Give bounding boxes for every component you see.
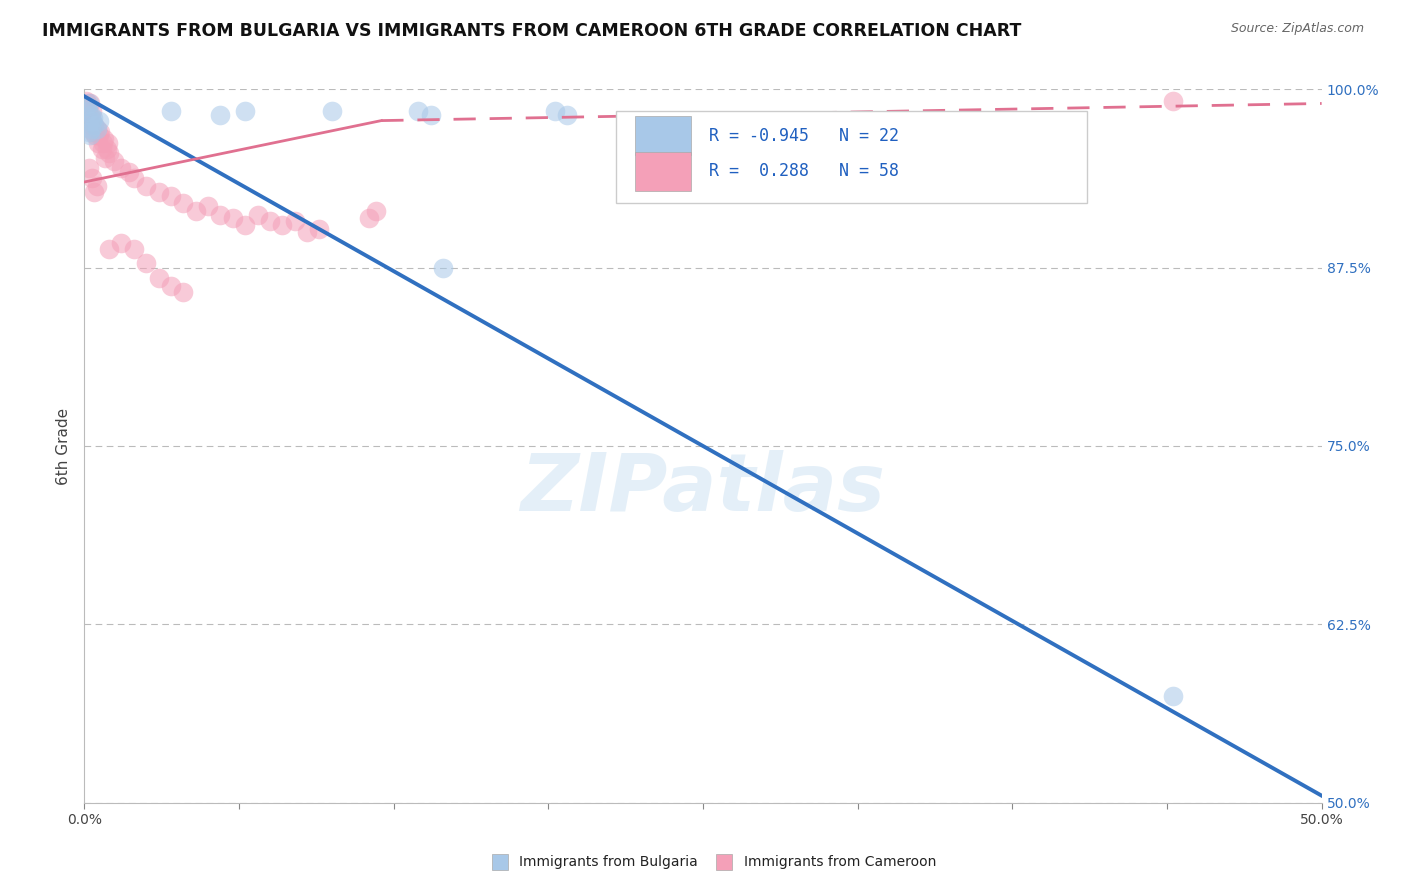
Point: [79, 128, 101, 142]
Point: [209, 208, 232, 222]
Text: IMMIGRANTS FROM BULGARIA VS IMMIGRANTS FROM CAMEROON 6TH GRADE CORRELATION CHART: IMMIGRANTS FROM BULGARIA VS IMMIGRANTS F…: [42, 22, 1022, 40]
Point: [89, 125, 111, 139]
Point: [295, 225, 318, 239]
Point: [419, 108, 441, 122]
Point: [86, 179, 108, 194]
Point: [77, 103, 100, 118]
Point: [160, 189, 183, 203]
Point: [79, 161, 101, 175]
Point: [83, 185, 105, 199]
Point: [233, 218, 256, 232]
Point: [97, 136, 120, 151]
Point: [555, 108, 578, 122]
Point: [94, 151, 117, 165]
Point: [79, 111, 101, 125]
Point: [80, 170, 103, 185]
Point: [122, 170, 145, 185]
Text: Source: ZipAtlas.com: Source: ZipAtlas.com: [1230, 22, 1364, 36]
Bar: [636, 116, 690, 155]
Point: [82, 125, 104, 139]
Point: [543, 103, 565, 118]
Text: R = -0.945   N = 22: R = -0.945 N = 22: [709, 127, 900, 145]
Point: [259, 213, 281, 227]
Bar: [636, 152, 690, 191]
Point: [357, 211, 380, 225]
Point: [1161, 689, 1184, 703]
Point: [76, 96, 98, 111]
Point: [87, 136, 110, 151]
Point: [160, 279, 183, 293]
Point: [91, 136, 114, 151]
Point: [86, 122, 108, 136]
Point: [79, 108, 101, 122]
Point: [77, 113, 100, 128]
Point: [432, 260, 454, 275]
Text: ZIPatlas: ZIPatlas: [520, 450, 886, 528]
Point: [96, 142, 118, 156]
Point: [80, 103, 103, 118]
Point: [90, 142, 112, 156]
Point: [80, 118, 103, 132]
Point: [75, 94, 97, 108]
Point: [84, 128, 107, 142]
Point: [75, 99, 97, 113]
Point: [77, 108, 100, 122]
Point: [77, 125, 100, 139]
Point: [98, 146, 121, 161]
Point: [110, 236, 132, 251]
Point: [93, 132, 115, 146]
Point: [122, 242, 145, 256]
Point: [284, 213, 307, 227]
Point: [79, 96, 101, 111]
Point: [222, 211, 245, 225]
Point: [246, 208, 269, 222]
Text: R =  0.288   N = 58: R = 0.288 N = 58: [709, 162, 900, 180]
Point: [79, 96, 101, 111]
Point: [83, 118, 105, 132]
Text: Immigrants from Bulgaria: Immigrants from Bulgaria: [519, 855, 699, 869]
Point: [308, 222, 330, 236]
Point: [82, 111, 104, 125]
Point: [148, 270, 170, 285]
Point: [148, 185, 170, 199]
Point: [76, 99, 98, 113]
Point: [76, 103, 98, 118]
Point: [79, 108, 101, 122]
Point: [366, 203, 388, 218]
Point: [135, 179, 157, 194]
Point: [86, 122, 108, 136]
Point: [160, 103, 183, 118]
Point: [197, 199, 219, 213]
Point: [98, 242, 121, 256]
Point: [271, 218, 294, 232]
Point: [172, 285, 194, 299]
Point: [89, 113, 111, 128]
Point: [233, 103, 256, 118]
Point: [408, 103, 430, 118]
Text: Immigrants from Cameroon: Immigrants from Cameroon: [744, 855, 936, 869]
Point: [172, 196, 194, 211]
Point: [80, 122, 103, 136]
Y-axis label: 6th Grade: 6th Grade: [56, 408, 72, 484]
Point: [83, 118, 105, 132]
Point: [209, 108, 232, 122]
Point: [89, 128, 111, 142]
Point: [135, 256, 157, 270]
Point: [110, 161, 132, 175]
FancyBboxPatch shape: [616, 111, 1087, 203]
Point: [80, 113, 103, 128]
Point: [103, 153, 125, 168]
Point: [321, 103, 343, 118]
Point: [1161, 94, 1184, 108]
Point: [118, 165, 141, 179]
Point: [184, 203, 207, 218]
